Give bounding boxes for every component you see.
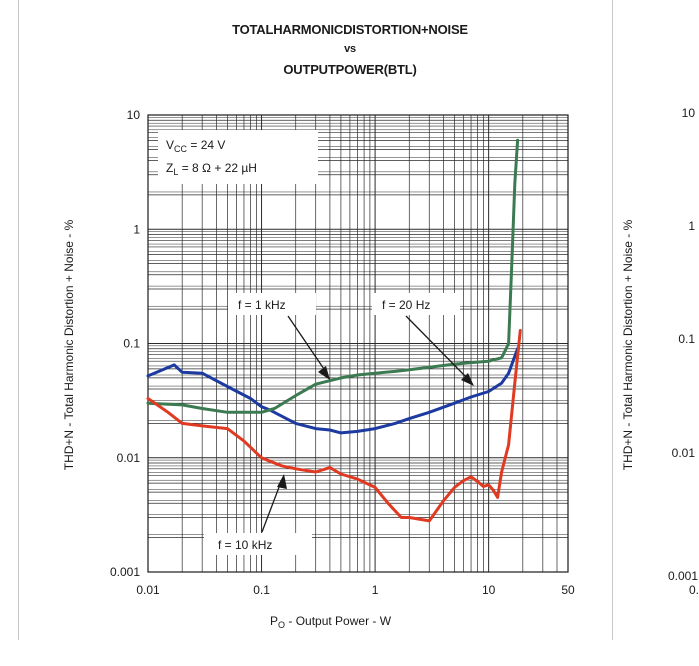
- plot-frame: [147, 114, 569, 573]
- series-line-f-1-khz: [146, 138, 520, 414]
- arrow-20hz-line: [405, 315, 469, 380]
- y-tick-label: 1: [133, 222, 140, 236]
- x-tick-label: 1: [372, 583, 379, 597]
- x-axis-label: PO - Output Power - W: [270, 614, 392, 630]
- x-tick-label: 0.1: [253, 583, 270, 597]
- annotation-bg-1khz: [228, 293, 316, 315]
- annotation-20hz: f = 20 Hz: [382, 298, 430, 312]
- annotation-10khz: f = 10 kHz: [218, 538, 272, 552]
- right-panel-y-axis-label: THD+N - Total Harmonic Distortion + Nois…: [621, 219, 635, 470]
- zl-label: ZL = 8 Ω + 22 µH: [166, 161, 257, 177]
- right-panel-tick-label: 0.01: [672, 446, 696, 460]
- arrow-1khz-line: [287, 315, 327, 373]
- vcc-label: VCC = 24 V: [166, 138, 225, 154]
- series-line-f-10-khz: [146, 329, 522, 523]
- arrow-20hz-head: [461, 373, 474, 386]
- right-panel-tick-label: 0.1: [678, 332, 695, 346]
- annotation-bg-10khz: [204, 533, 312, 555]
- right-panel-tick-label: 1: [688, 219, 695, 233]
- arrow-10khz-line: [261, 481, 282, 533]
- right-panel-tick-label: 0.001: [668, 569, 698, 583]
- conditions-box: [158, 130, 318, 184]
- left-frame-line: [18, 0, 19, 640]
- chart-title-vs: vs: [344, 43, 356, 55]
- panel-divider-line: [612, 0, 613, 640]
- arrow-1khz-head: [318, 366, 330, 380]
- y-tick-label: 10: [127, 108, 141, 122]
- chart-subtitle: OUTPUTPOWER(BTL): [283, 62, 417, 77]
- right-panel-tick-label: 10: [682, 106, 696, 120]
- series-lines: [146, 138, 522, 523]
- y-tick-label: 0.1: [123, 337, 140, 351]
- annotation-1khz: f = 1 kHz: [238, 298, 286, 312]
- y-tick-label: 0.01: [117, 451, 141, 465]
- y-axis-label: THD+N - Total Harmonic Distortion + Nois…: [62, 219, 76, 470]
- arrow-10khz-head: [277, 474, 287, 489]
- series-line-f-20-hz: [146, 347, 520, 435]
- x-tick-label: 50: [561, 583, 575, 597]
- chart-title: TOTALHARMONICDISTORTION+NOISE: [232, 22, 468, 37]
- right-panel-tick-label: 0.: [689, 583, 699, 597]
- x-tick-label: 0.01: [136, 583, 160, 597]
- x-tick-label: 10: [482, 583, 496, 597]
- tick-labels: 0.01 0.1 1 10 50 0.001 0.01 0.1 1 10: [110, 108, 575, 597]
- y-tick-label: 0.001: [110, 565, 140, 579]
- annotation-bg-20hz: [372, 293, 460, 315]
